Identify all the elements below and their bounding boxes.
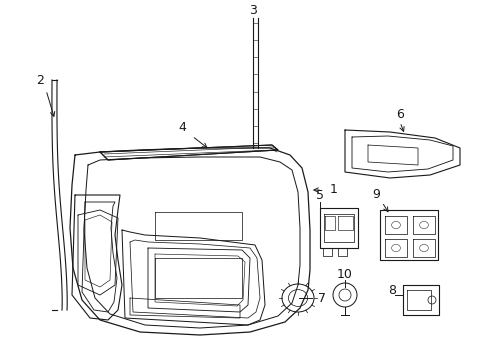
Text: 1: 1 bbox=[329, 184, 337, 197]
Text: 2: 2 bbox=[36, 73, 44, 86]
Text: 5: 5 bbox=[315, 189, 324, 202]
Text: 4: 4 bbox=[178, 121, 185, 135]
Text: 10: 10 bbox=[336, 267, 352, 280]
Text: 8: 8 bbox=[387, 284, 395, 297]
Text: 6: 6 bbox=[395, 108, 403, 121]
Text: 9: 9 bbox=[371, 189, 379, 202]
Text: 7: 7 bbox=[317, 292, 325, 305]
Text: 3: 3 bbox=[248, 4, 256, 17]
